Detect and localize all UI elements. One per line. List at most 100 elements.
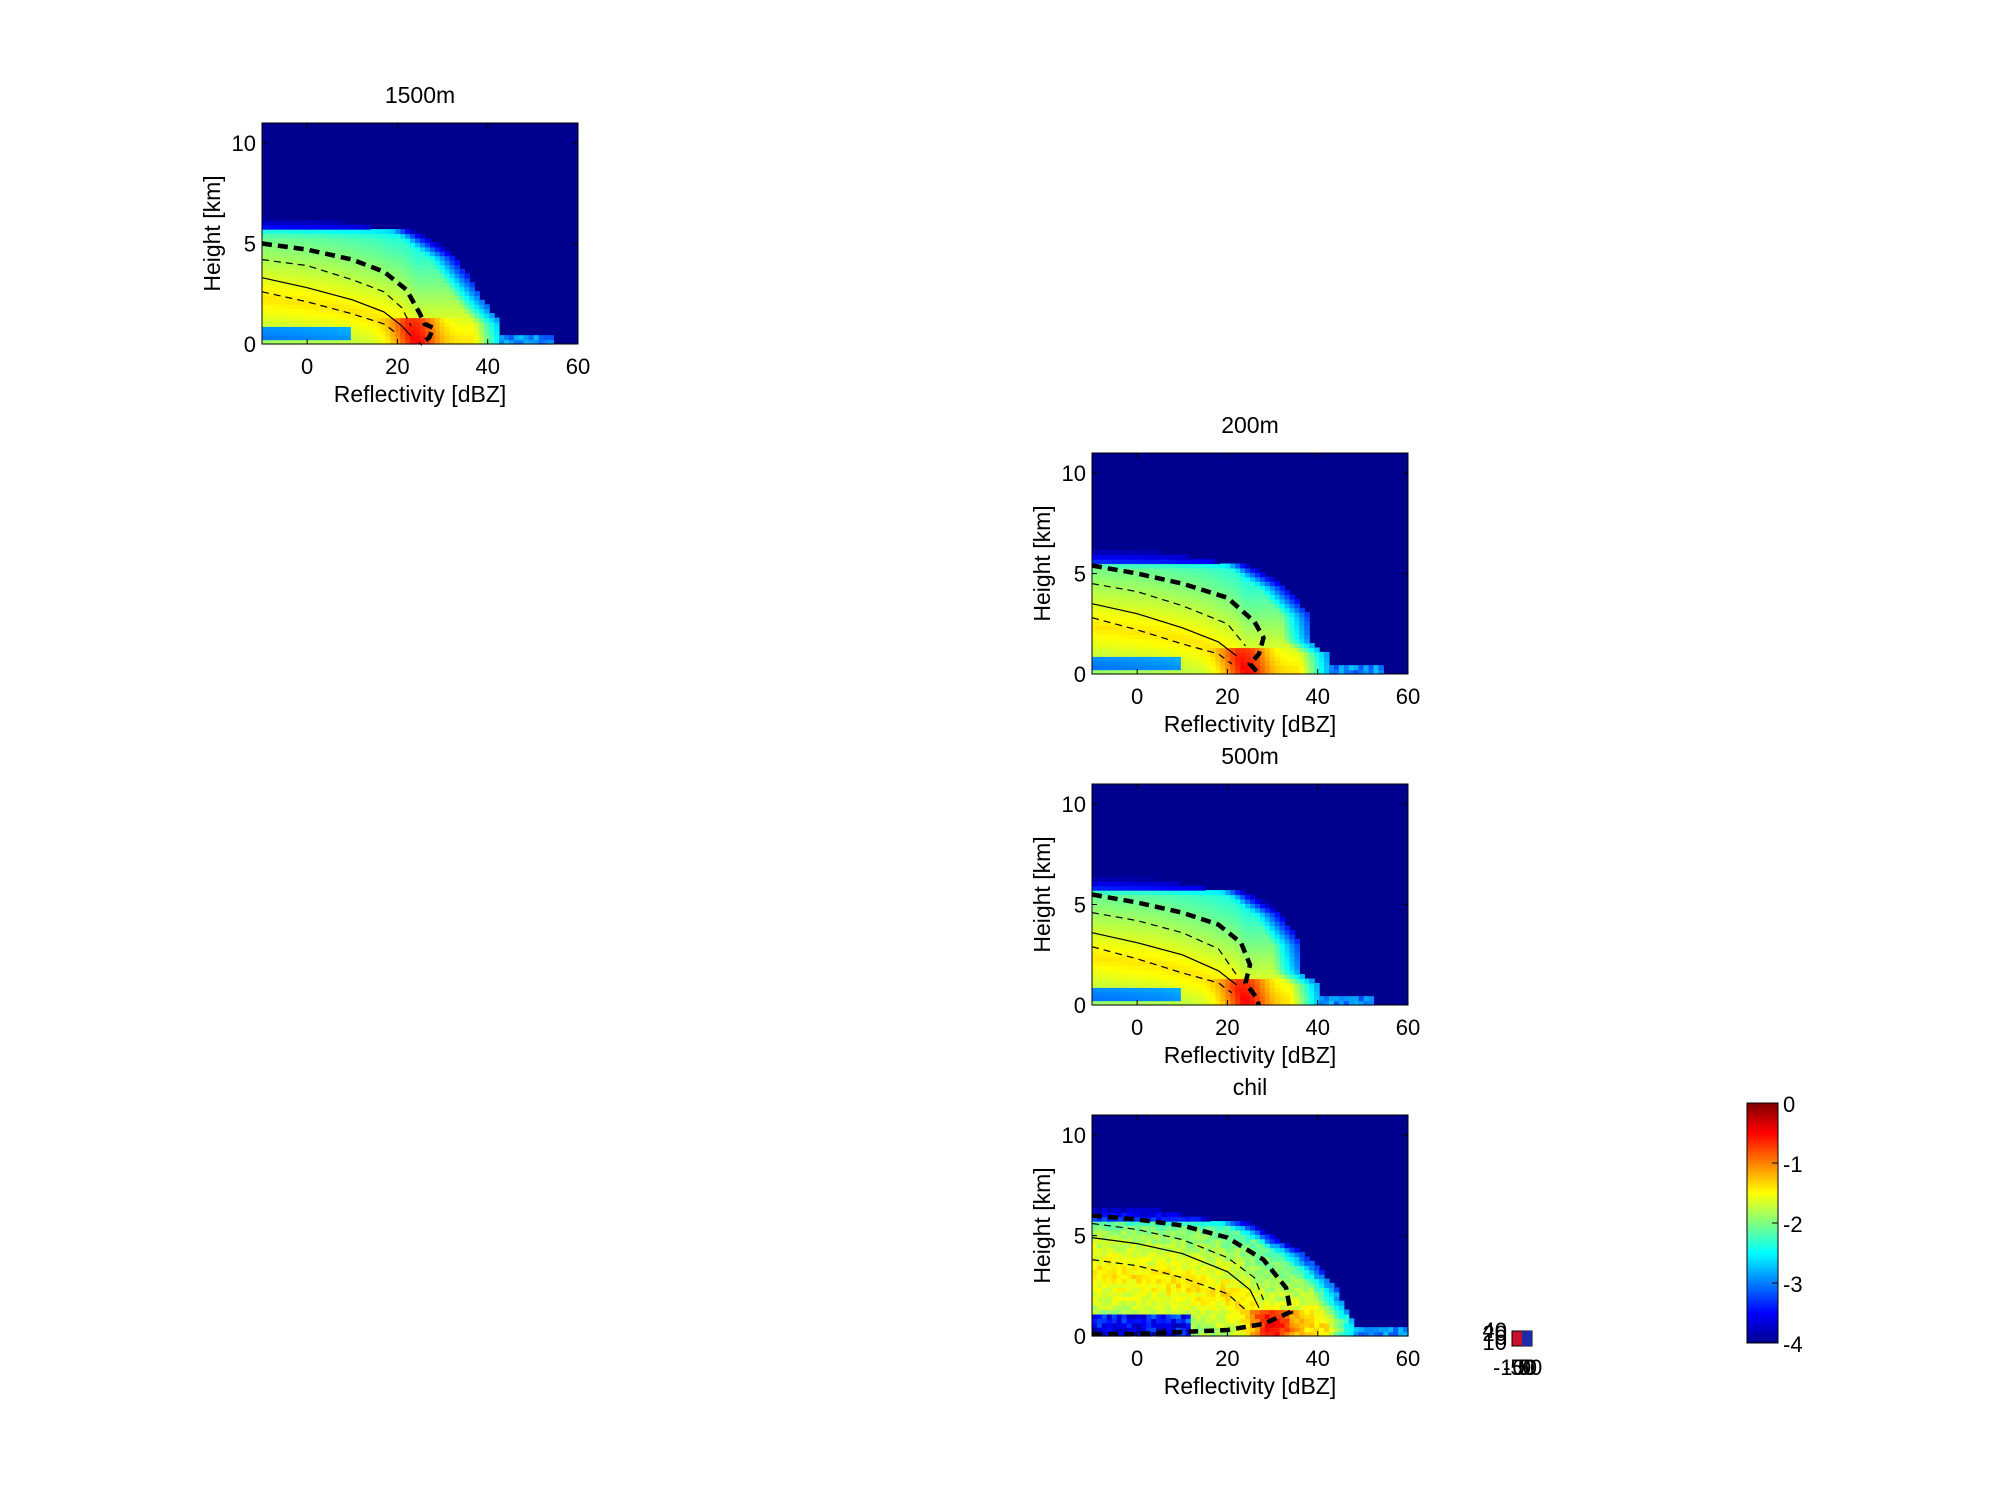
- heatmap-cell: [1294, 634, 1300, 639]
- heatmap-cell: [1097, 974, 1103, 979]
- heatmap-cell: [1220, 987, 1226, 992]
- heatmap-cell: [390, 291, 396, 296]
- y-tick-label: 10: [1062, 1123, 1086, 1148]
- heatmap-cell: [1127, 886, 1133, 891]
- heatmap-cell: [1206, 665, 1212, 670]
- heatmap-cell: [1156, 647, 1162, 652]
- heatmap-cell: [1265, 974, 1271, 979]
- heatmap-cell: [1112, 639, 1118, 644]
- heatmap-cell: [1275, 652, 1281, 657]
- x-tick-label: 40: [1305, 684, 1329, 709]
- heatmap-cell: [1225, 1243, 1231, 1248]
- heatmap-cell: [1161, 996, 1167, 1001]
- heatmap-cell: [361, 326, 367, 331]
- heatmap-cell: [1122, 881, 1128, 886]
- y-tick-label: 0: [244, 332, 256, 357]
- heatmap-cell: [1215, 961, 1221, 966]
- heatmap-cell: [1265, 970, 1271, 975]
- heatmap-cell: [1215, 908, 1221, 913]
- heatmap-cell: [450, 304, 456, 309]
- heatmap-cell: [282, 238, 288, 243]
- heatmap-cell: [1166, 881, 1172, 886]
- heatmap-cell: [1156, 1261, 1162, 1266]
- heatmap-cell: [1151, 1234, 1157, 1239]
- heatmap-cell: [1270, 656, 1276, 661]
- heatmap-cell: [1260, 925, 1266, 930]
- heatmap-cell: [1265, 912, 1271, 917]
- heatmap-cell: [1225, 1230, 1231, 1235]
- heatmap-cell: [1136, 1296, 1142, 1301]
- heatmap-cell: [1290, 1283, 1296, 1288]
- heatmap-cell: [321, 220, 327, 225]
- heatmap-cell: [1122, 925, 1128, 930]
- heatmap-cell: [1250, 970, 1256, 975]
- heatmap-cell: [400, 317, 406, 322]
- heatmap-cell: [1265, 903, 1271, 908]
- heatmap-cell: [1294, 1256, 1300, 1261]
- heatmap-cell: [292, 234, 298, 239]
- heatmap-cell: [489, 317, 495, 322]
- heatmap-cell: [1240, 603, 1246, 608]
- heatmap-cell: [1225, 965, 1231, 970]
- heatmap-cell: [1235, 983, 1241, 988]
- heatmap-cell: [1132, 603, 1138, 608]
- heatmap-cell: [1304, 665, 1310, 670]
- heatmap-cell: [1215, 1261, 1221, 1266]
- heatmap-cell: [1102, 652, 1108, 657]
- heatmap-cell: [272, 322, 278, 327]
- heatmap-cell: [1201, 1274, 1207, 1279]
- heatmap-cell: [346, 238, 352, 243]
- heatmap-cell: [376, 300, 382, 305]
- heatmap-cell: [1201, 621, 1207, 626]
- heatmap-cell: [1206, 1270, 1212, 1275]
- heatmap-cell: [1290, 665, 1296, 670]
- heatmap-cell: [1097, 886, 1103, 891]
- heatmap-cell: [1255, 1327, 1261, 1332]
- heatmap-cell: [1141, 895, 1147, 900]
- y-axis-label: Height [km]: [1029, 836, 1055, 952]
- heatmap-cell: [1156, 559, 1162, 564]
- heatmap-cell: [1225, 1323, 1231, 1328]
- heatmap-cell: [326, 278, 332, 283]
- heatmap-cell: [1122, 1252, 1128, 1257]
- heatmap-cell: [1211, 1309, 1217, 1314]
- heatmap-cell: [385, 242, 391, 247]
- heatmap-cell: [311, 326, 317, 331]
- heatmap-cell: [1186, 661, 1192, 666]
- heatmap-cell: [1201, 943, 1207, 948]
- heatmap-cell: [1196, 621, 1202, 626]
- heatmap-cell: [1220, 639, 1226, 644]
- heatmap-cell: [1171, 630, 1177, 635]
- heatmap-cell: [1151, 559, 1157, 564]
- heatmap-cell: [321, 295, 327, 300]
- heatmap-cell: [1117, 992, 1123, 997]
- heatmap-cell: [1225, 586, 1231, 591]
- heatmap-cell: [1270, 625, 1276, 630]
- heatmap-cell: [1265, 978, 1271, 983]
- heatmap-cell: [1319, 1287, 1325, 1292]
- heatmap-cell: [287, 300, 293, 305]
- heatmap-cell: [356, 287, 362, 292]
- heatmap-cell: [1171, 1274, 1177, 1279]
- heatmap-cell: [474, 295, 480, 300]
- heatmap-cell: [366, 260, 372, 265]
- heatmap-cell: [356, 234, 362, 239]
- heatmap-cell: [1136, 948, 1142, 953]
- heatmap-cell: [1132, 599, 1138, 604]
- heatmap-cell: [1122, 656, 1128, 661]
- heatmap-cell: [1166, 1230, 1172, 1235]
- heatmap-cell: [1156, 996, 1162, 1001]
- heatmap-cell: [1309, 661, 1315, 666]
- heatmap-cell: [1319, 1270, 1325, 1275]
- heatmap-cell: [415, 260, 421, 265]
- heatmap-cell: [1132, 912, 1138, 917]
- heatmap-cell: [1196, 943, 1202, 948]
- heatmap-cell: [395, 331, 401, 336]
- heatmap-cell: [1260, 912, 1266, 917]
- heatmap-cell: [1250, 895, 1256, 900]
- heatmap-cell: [1112, 594, 1118, 599]
- heatmap-cell: [1122, 586, 1128, 591]
- heatmap-cell: [455, 273, 461, 278]
- y-tick-label: 0: [1074, 1324, 1086, 1349]
- heatmap-cell: [311, 260, 317, 265]
